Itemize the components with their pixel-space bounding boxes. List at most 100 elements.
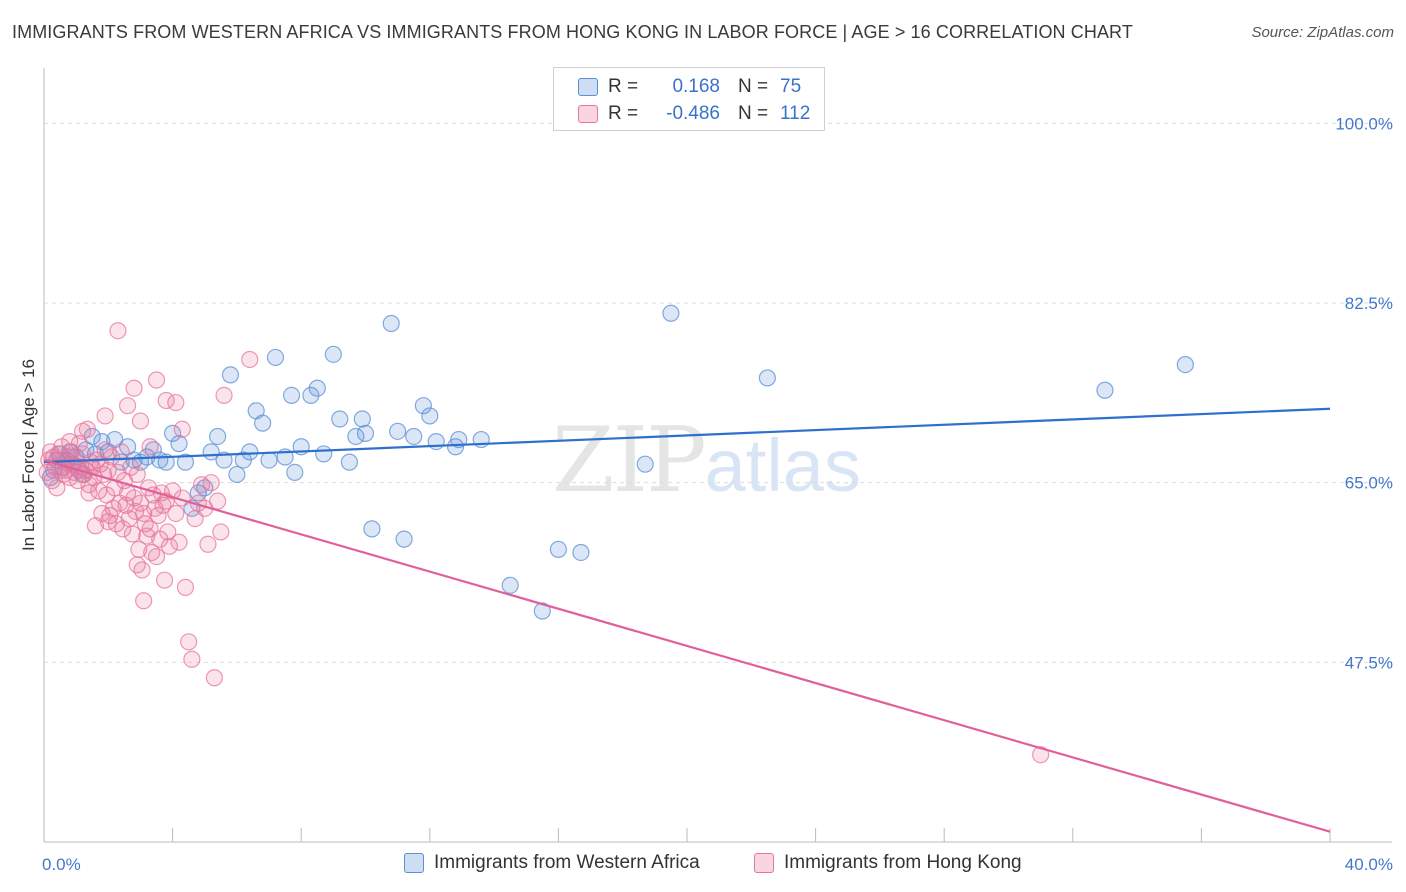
data-point (427, 433, 445, 451)
data-point (173, 420, 191, 438)
data-point (176, 453, 195, 471)
data-point (1176, 356, 1194, 374)
data-point (170, 435, 188, 453)
data-point (549, 540, 568, 559)
data-point (170, 533, 188, 551)
legend-row-hong-kong: R = -0.486 N = 112 (554, 101, 810, 127)
r-label: R = (608, 76, 639, 97)
watermark-atlas: atlas (704, 424, 861, 507)
data-point (180, 633, 198, 651)
data-point (331, 410, 349, 428)
data-point (212, 523, 230, 541)
data-point (73, 422, 92, 440)
x-tick-label: 40.0% (1345, 855, 1393, 874)
data-point (147, 371, 166, 389)
data-point (572, 543, 590, 562)
data-point (450, 430, 468, 449)
y-tick-label: 47.5% (1345, 653, 1393, 672)
data-point (315, 445, 333, 463)
data-point (183, 650, 201, 668)
data-point (80, 484, 98, 502)
data-point (363, 520, 381, 538)
data-point (160, 537, 178, 555)
n-value: 112 (780, 103, 811, 124)
data-point (421, 407, 439, 425)
data-point (202, 474, 220, 492)
data-point (260, 451, 278, 469)
data-point (382, 314, 400, 333)
data-point (141, 438, 159, 456)
y-tick-label: 100.0% (1335, 114, 1393, 133)
watermark-zip: ZIP (552, 408, 707, 513)
legend-swatch-blue (404, 853, 424, 873)
data-point (356, 424, 375, 442)
data-point (131, 412, 150, 430)
data-point (389, 422, 407, 440)
data-point (176, 578, 195, 596)
data-point (167, 504, 185, 523)
data-point (159, 523, 177, 541)
gridlines (44, 122, 1392, 663)
data-point (114, 520, 132, 538)
x-tick-label: 0.0% (42, 855, 81, 874)
data-point (215, 386, 233, 404)
data-point (136, 515, 154, 533)
n-label: N = (738, 103, 769, 124)
data-point (99, 513, 117, 531)
y-tick-label: 82.5% (1345, 294, 1393, 313)
data-point (501, 576, 519, 594)
correlation-legend: R = 0.168 N = 75 R = -0.486 N = 112 (553, 67, 825, 131)
trend-line (43, 407, 1331, 464)
tick-labels: 47.5% 65.0% 82.5% 100.0% 0.0% 40.0% (42, 114, 1393, 874)
data-point (340, 453, 359, 471)
series-legend: Immigrants from Western Africa Immigrant… (0, 852, 1406, 878)
data-point (149, 506, 167, 525)
legend-swatch-blue (578, 78, 598, 96)
data-point (109, 322, 127, 340)
data-point (241, 443, 259, 461)
legend-item-hong-kong[interactable]: Immigrants from Hong Kong (754, 852, 1022, 874)
data-point (128, 556, 146, 574)
chart-title: IMMIGRANTS FROM WESTERN AFRICA VS IMMIGR… (12, 22, 1133, 42)
series-western-africa-points (41, 304, 1194, 620)
data-point (1032, 746, 1050, 764)
r-value: -0.486 (666, 103, 720, 124)
data-point (209, 492, 227, 510)
r-value: 0.168 (672, 76, 720, 97)
n-label: N = (738, 76, 769, 97)
trend-lines (43, 407, 1331, 833)
data-point (123, 525, 142, 543)
data-point (164, 424, 182, 442)
legend-item-western-africa[interactable]: Immigrants from Western Africa (404, 852, 700, 874)
data-point (133, 561, 151, 579)
axes (43, 68, 1392, 843)
data-point (662, 304, 680, 322)
data-point (266, 348, 285, 367)
data-point (308, 379, 326, 397)
data-point (199, 535, 217, 553)
data-point (167, 393, 185, 412)
data-point (241, 350, 259, 369)
data-point (414, 397, 432, 415)
n-value: 75 (780, 76, 802, 97)
data-point (102, 448, 121, 466)
legend-label: Immigrants from Hong Kong (784, 852, 1022, 873)
series-hong-kong-points (38, 322, 1050, 764)
data-point (221, 366, 240, 384)
legend-swatch-pink (754, 853, 774, 873)
y-axis-label: In Labor Force | Age > 16 (19, 359, 38, 551)
data-point (147, 547, 166, 566)
data-point (282, 386, 301, 404)
y-tick-label: 65.0% (1345, 474, 1393, 493)
trend-line (43, 459, 1331, 833)
data-point (112, 443, 130, 461)
legend-row-western-africa: R = 0.168 N = 75 (554, 74, 801, 100)
data-point (135, 592, 153, 610)
data-point (215, 451, 233, 469)
data-point (347, 427, 365, 446)
data-point (286, 463, 304, 481)
data-point (395, 530, 413, 548)
zipatlas-watermark: ZIPatlas (552, 408, 861, 513)
data-point (758, 369, 776, 387)
